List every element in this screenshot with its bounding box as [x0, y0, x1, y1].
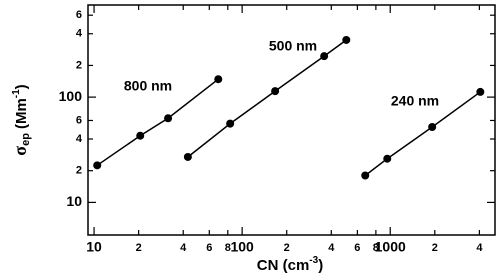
series-label: 240 nm	[391, 93, 439, 109]
y-tick-label: 10	[66, 193, 82, 209]
y-tick-label: 6	[76, 9, 82, 21]
x-tick-label: 6	[206, 242, 212, 254]
x-tick-label: 8	[225, 242, 231, 254]
x-tick-label: 2	[432, 242, 438, 254]
data-point	[93, 161, 102, 170]
data-point	[320, 52, 329, 61]
data-point	[226, 119, 235, 128]
data-point	[214, 75, 223, 84]
x-tick-label: 10	[86, 239, 102, 255]
series-label: 800 nm	[124, 78, 172, 94]
y-tick-label: 2	[76, 59, 82, 71]
y-tick-label: 6	[76, 114, 82, 126]
data-point	[342, 35, 351, 44]
data-point	[428, 123, 437, 132]
x-tick-label: 4	[476, 242, 483, 254]
y-label-symbol: σ	[10, 146, 30, 156]
y-tick-label: 4	[76, 28, 83, 40]
y-tick-label: 4	[76, 133, 83, 145]
x-tick-label: 8	[373, 242, 379, 254]
y-label-sub: ep	[20, 133, 32, 146]
x-axis-label: CN (cm-3)	[257, 255, 323, 274]
y-tick-label: 100	[59, 88, 83, 104]
series-label: 500 nm	[269, 38, 317, 54]
x-tick-label: 1000	[375, 239, 406, 255]
data-point	[383, 154, 392, 163]
x-label-sup: -3	[309, 255, 318, 266]
series-line	[364, 91, 481, 177]
data-point	[476, 87, 485, 96]
y-label-text: (Mm	[13, 98, 30, 129]
x-tick-label: 4	[180, 242, 187, 254]
data-point	[136, 131, 145, 140]
data-point	[164, 114, 173, 123]
x-tick-label: 2	[136, 242, 142, 254]
data-point	[271, 87, 280, 96]
x-tick-label: 2	[284, 242, 290, 254]
data-point	[361, 171, 370, 180]
y-label-close: )	[13, 84, 30, 89]
y-label-sup: -1	[11, 89, 22, 98]
data-point	[183, 152, 192, 161]
x-label-text: CN (cm	[257, 257, 310, 274]
y-tick-label: 2	[76, 165, 82, 177]
y-axis-label: σep (Mm-1)	[10, 84, 32, 155]
x-tick-label: 4	[328, 242, 335, 254]
series-line	[96, 78, 219, 166]
x-label-close: )	[318, 257, 323, 274]
x-tick-label: 100	[230, 239, 254, 255]
x-tick-label: 6	[354, 242, 360, 254]
